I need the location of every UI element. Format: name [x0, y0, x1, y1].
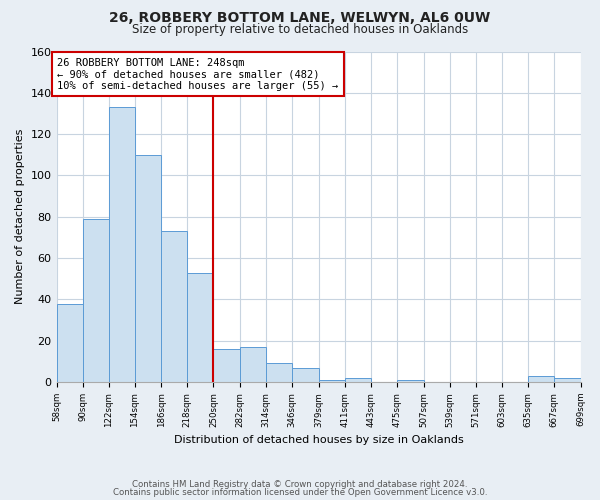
Text: 26, ROBBERY BOTTOM LANE, WELWYN, AL6 0UW: 26, ROBBERY BOTTOM LANE, WELWYN, AL6 0UW: [109, 12, 491, 26]
Bar: [135, 155, 161, 382]
Bar: [266, 364, 292, 382]
Bar: [345, 378, 371, 382]
Text: Size of property relative to detached houses in Oaklands: Size of property relative to detached ho…: [132, 22, 468, 36]
Bar: [187, 272, 214, 382]
Y-axis label: Number of detached properties: Number of detached properties: [15, 129, 25, 304]
Bar: [554, 378, 581, 382]
Text: 26 ROBBERY BOTTOM LANE: 248sqm
← 90% of detached houses are smaller (482)
10% of: 26 ROBBERY BOTTOM LANE: 248sqm ← 90% of …: [58, 58, 338, 91]
Bar: [528, 376, 554, 382]
Bar: [397, 380, 424, 382]
Bar: [56, 304, 83, 382]
Bar: [292, 368, 319, 382]
Bar: [83, 219, 109, 382]
Bar: [161, 231, 187, 382]
Text: Contains HM Land Registry data © Crown copyright and database right 2024.: Contains HM Land Registry data © Crown c…: [132, 480, 468, 489]
Bar: [214, 349, 239, 382]
Text: Contains public sector information licensed under the Open Government Licence v3: Contains public sector information licen…: [113, 488, 487, 497]
X-axis label: Distribution of detached houses by size in Oaklands: Distribution of detached houses by size …: [173, 435, 463, 445]
Bar: [239, 347, 266, 382]
Bar: [319, 380, 345, 382]
Bar: [109, 108, 135, 382]
